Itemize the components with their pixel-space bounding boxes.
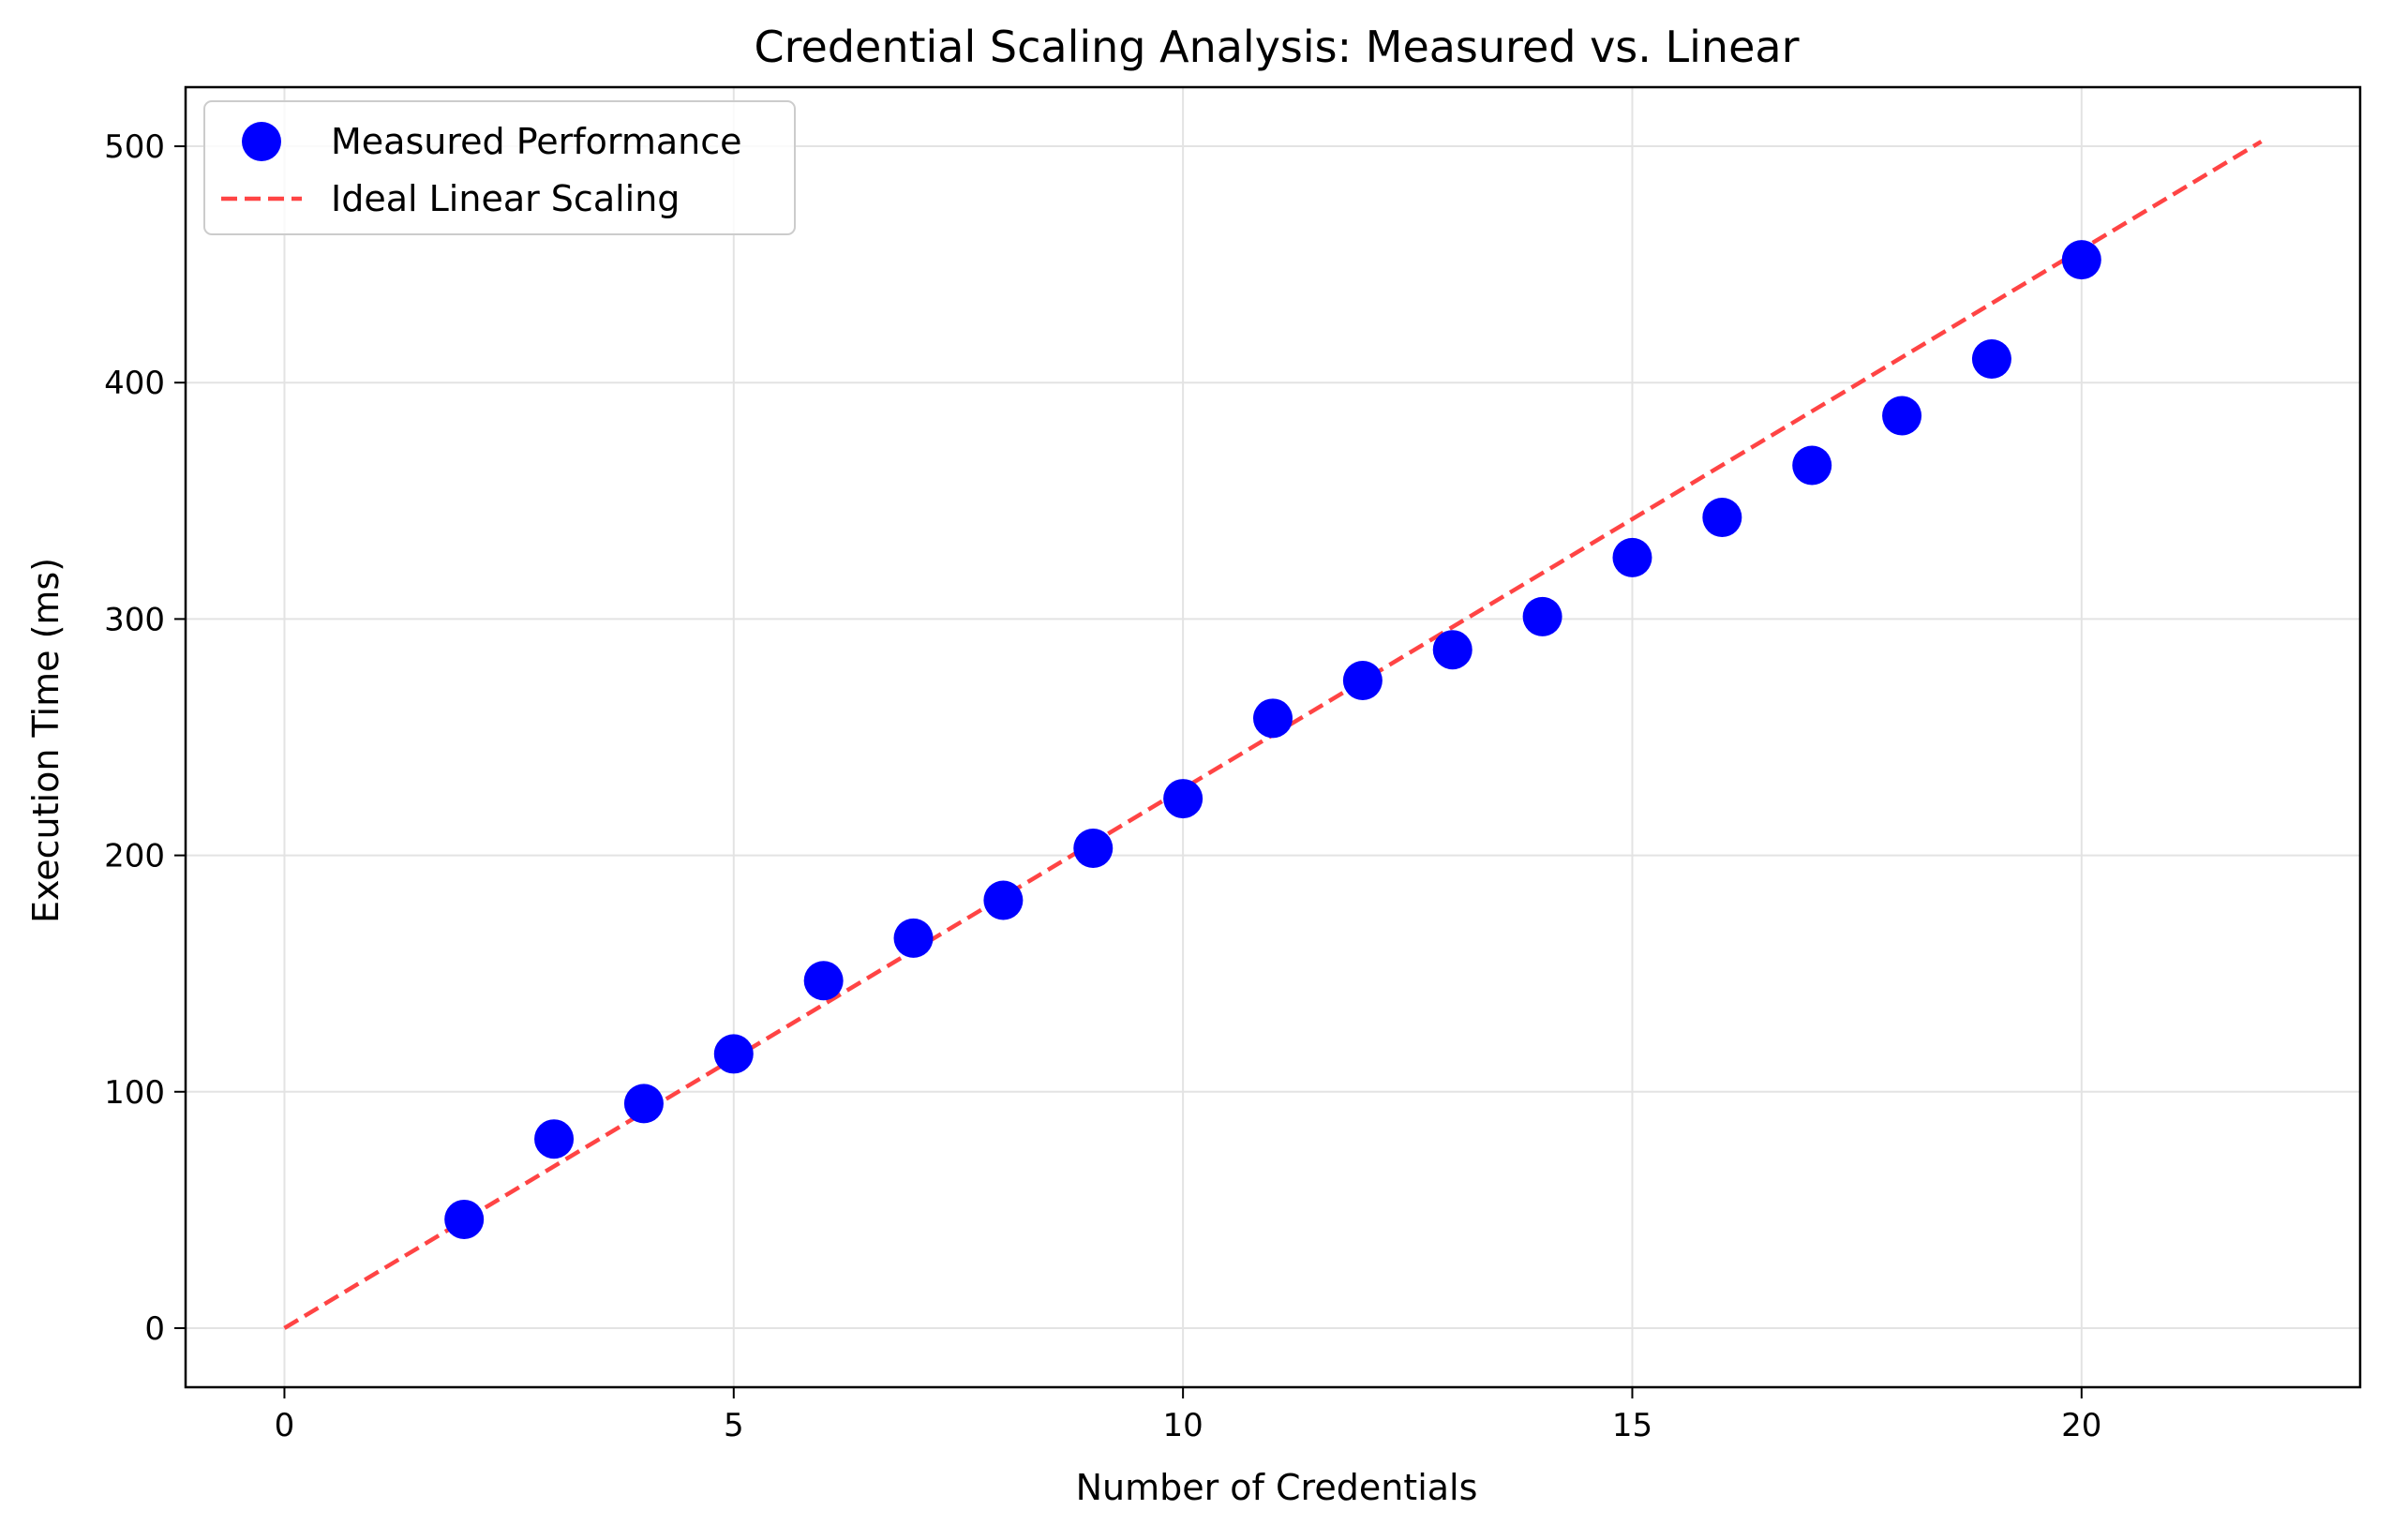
measured-point <box>1702 497 1742 537</box>
y-tick-label: 400 <box>104 365 165 402</box>
measured-point <box>534 1119 575 1159</box>
legend-label-measured: Measured Performance <box>331 121 742 162</box>
plot-frame <box>184 85 2362 1389</box>
grid-lines <box>186 87 2360 1387</box>
x-tick-label: 0 <box>275 1407 295 1444</box>
measured-point <box>893 918 934 958</box>
measured-point <box>2061 240 2101 280</box>
legend: Measured Performance Ideal Linear Scalin… <box>203 100 796 235</box>
measured-point <box>1432 630 1473 670</box>
measured-point <box>803 961 844 1001</box>
measured-point <box>713 1034 754 1074</box>
measured-point <box>1882 396 1922 436</box>
x-tick-label: 15 <box>1612 1407 1652 1444</box>
measured-point <box>444 1199 485 1239</box>
chart-title: Credential Scaling Analysis: Measured vs… <box>755 22 1800 72</box>
measured-point <box>1792 445 1832 486</box>
scatter-series <box>444 240 2101 1239</box>
x-tick-label: 5 <box>724 1407 744 1444</box>
x-tick-label: 10 <box>1162 1407 1203 1444</box>
y-tick-label: 0 <box>144 1310 165 1348</box>
y-tick-label: 300 <box>104 601 165 638</box>
measured-point <box>983 880 1024 920</box>
measured-point <box>1522 596 1562 636</box>
y-tick-label: 100 <box>104 1074 165 1112</box>
y-tick-label: 500 <box>104 128 165 166</box>
legend-marker-measured <box>242 122 281 161</box>
measured-point <box>1073 829 1114 869</box>
legend-label-ideal: Ideal Linear Scaling <box>331 178 680 219</box>
measured-point <box>1253 698 1293 739</box>
x-tick-label: 20 <box>2061 1407 2101 1444</box>
y-axis-label: Execution Time (ms) <box>25 558 67 923</box>
measured-point <box>623 1084 664 1124</box>
x-axis-label: Number of Credentials <box>1076 1467 1478 1508</box>
measured-point <box>1163 779 1203 819</box>
measured-point <box>1612 537 1652 577</box>
legend-box <box>203 100 796 235</box>
measured-point <box>1971 339 2011 380</box>
measured-point <box>1342 660 1383 700</box>
y-tick-label: 200 <box>104 838 165 875</box>
